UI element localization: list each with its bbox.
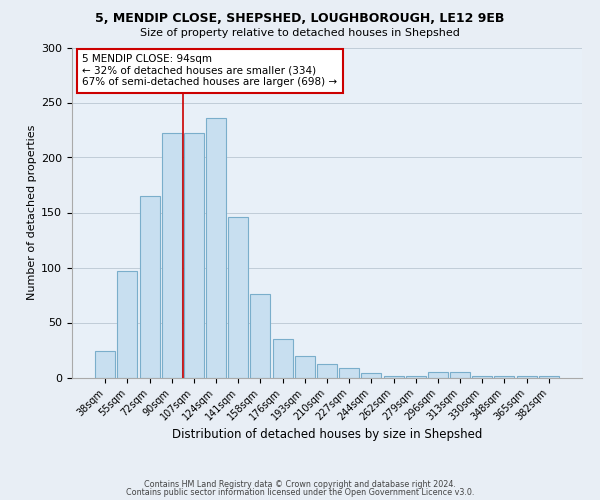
Bar: [206, 118, 226, 378]
Bar: [95, 351, 115, 378]
Bar: [295, 356, 315, 378]
Bar: [494, 376, 514, 378]
Text: Contains HM Land Registry data © Crown copyright and database right 2024.: Contains HM Land Registry data © Crown c…: [144, 480, 456, 489]
Bar: [361, 373, 382, 378]
Bar: [339, 368, 359, 378]
Text: 5, MENDIP CLOSE, SHEPSHED, LOUGHBOROUGH, LE12 9EB: 5, MENDIP CLOSE, SHEPSHED, LOUGHBOROUGH,…: [95, 12, 505, 26]
Y-axis label: Number of detached properties: Number of detached properties: [27, 125, 37, 300]
Bar: [184, 134, 204, 378]
X-axis label: Distribution of detached houses by size in Shepshed: Distribution of detached houses by size …: [172, 428, 482, 441]
Text: 5 MENDIP CLOSE: 94sqm
← 32% of detached houses are smaller (334)
67% of semi-det: 5 MENDIP CLOSE: 94sqm ← 32% of detached …: [82, 54, 337, 88]
Bar: [517, 376, 536, 378]
Bar: [228, 217, 248, 378]
Bar: [383, 376, 404, 378]
Text: Contains public sector information licensed under the Open Government Licence v3: Contains public sector information licen…: [126, 488, 474, 497]
Bar: [162, 134, 182, 378]
Bar: [140, 196, 160, 378]
Bar: [472, 376, 492, 378]
Bar: [118, 271, 137, 378]
Bar: [539, 376, 559, 378]
Text: Size of property relative to detached houses in Shepshed: Size of property relative to detached ho…: [140, 28, 460, 38]
Bar: [428, 372, 448, 378]
Bar: [450, 372, 470, 378]
Bar: [317, 364, 337, 378]
Bar: [272, 339, 293, 378]
Bar: [406, 376, 426, 378]
Bar: [250, 294, 271, 378]
